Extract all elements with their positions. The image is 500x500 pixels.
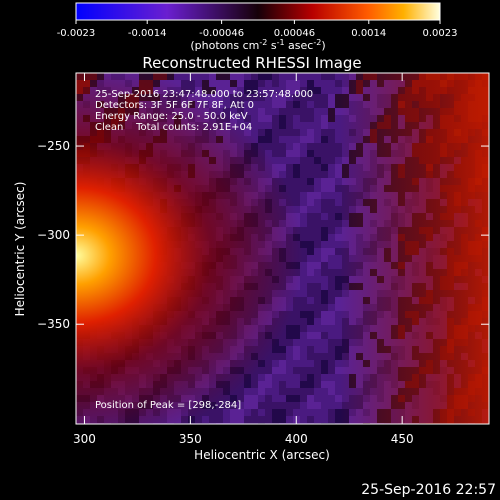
x-tick-label: 350 xyxy=(179,432,202,446)
colorbar-tick-label: -0.00046 xyxy=(199,28,244,39)
info-detectors: Detectors: 3F 5F 6F 7F 8F, Att 0 xyxy=(95,100,254,111)
peak-position-label: Position of Peak = [298,-284] xyxy=(95,400,241,411)
colorbar-tick-label: -0.0023 xyxy=(57,28,96,39)
colorbar-tick-label: -0.0014 xyxy=(128,28,167,39)
observation-info: 25-Sep-2016 23:47:48.000 to 23:57:48.000… xyxy=(95,89,313,133)
peak-hot-spot xyxy=(76,73,489,424)
colorbar-ticks: -0.0023 -0.0014 -0.00046 0.00046 0.0014 0.002… xyxy=(57,20,458,39)
x-tick-label: 450 xyxy=(391,432,414,446)
x-tick-label: 400 xyxy=(285,432,308,446)
y-tick-label: −350 xyxy=(37,317,70,331)
info-energy-range: Energy Range: 25.0 - 50.0 keV xyxy=(95,111,248,122)
info-total-counts: Clean Total counts: 2.91E+04 xyxy=(95,122,252,133)
colorbar: -0.0023 -0.0014 -0.00046 0.00046 0.0014 0.002… xyxy=(57,2,458,52)
colorbar-tick-label: 0.00046 xyxy=(274,28,315,39)
x-axis-label: Heliocentric X (arcsec) xyxy=(194,448,330,462)
chart-title: Reconstructed RHESSI Image xyxy=(142,54,361,72)
y-tick-label: −300 xyxy=(37,228,70,242)
plot-frame xyxy=(75,72,490,425)
axis-ticks: 300 350 400 450 −250 −300 −350 xyxy=(37,73,489,446)
colorbar-tick-label: 0.0023 xyxy=(423,28,458,39)
colorbar-unit-label: (photons cm-2 s-1 asec-2) xyxy=(190,38,325,52)
y-axis-label: Heliocentric Y (arcsec) xyxy=(13,182,27,317)
heatmap-image xyxy=(76,73,489,424)
info-time-range: 25-Sep-2016 23:47:48.000 to 23:57:48.000 xyxy=(95,89,313,100)
x-tick-label: 300 xyxy=(73,432,96,446)
y-tick-label: −250 xyxy=(37,139,70,153)
colorbar-gradient xyxy=(75,2,441,21)
colorbar-tick-label: 0.0014 xyxy=(351,28,386,39)
footer-date: 25-Sep-2016 22:57 xyxy=(361,482,496,498)
